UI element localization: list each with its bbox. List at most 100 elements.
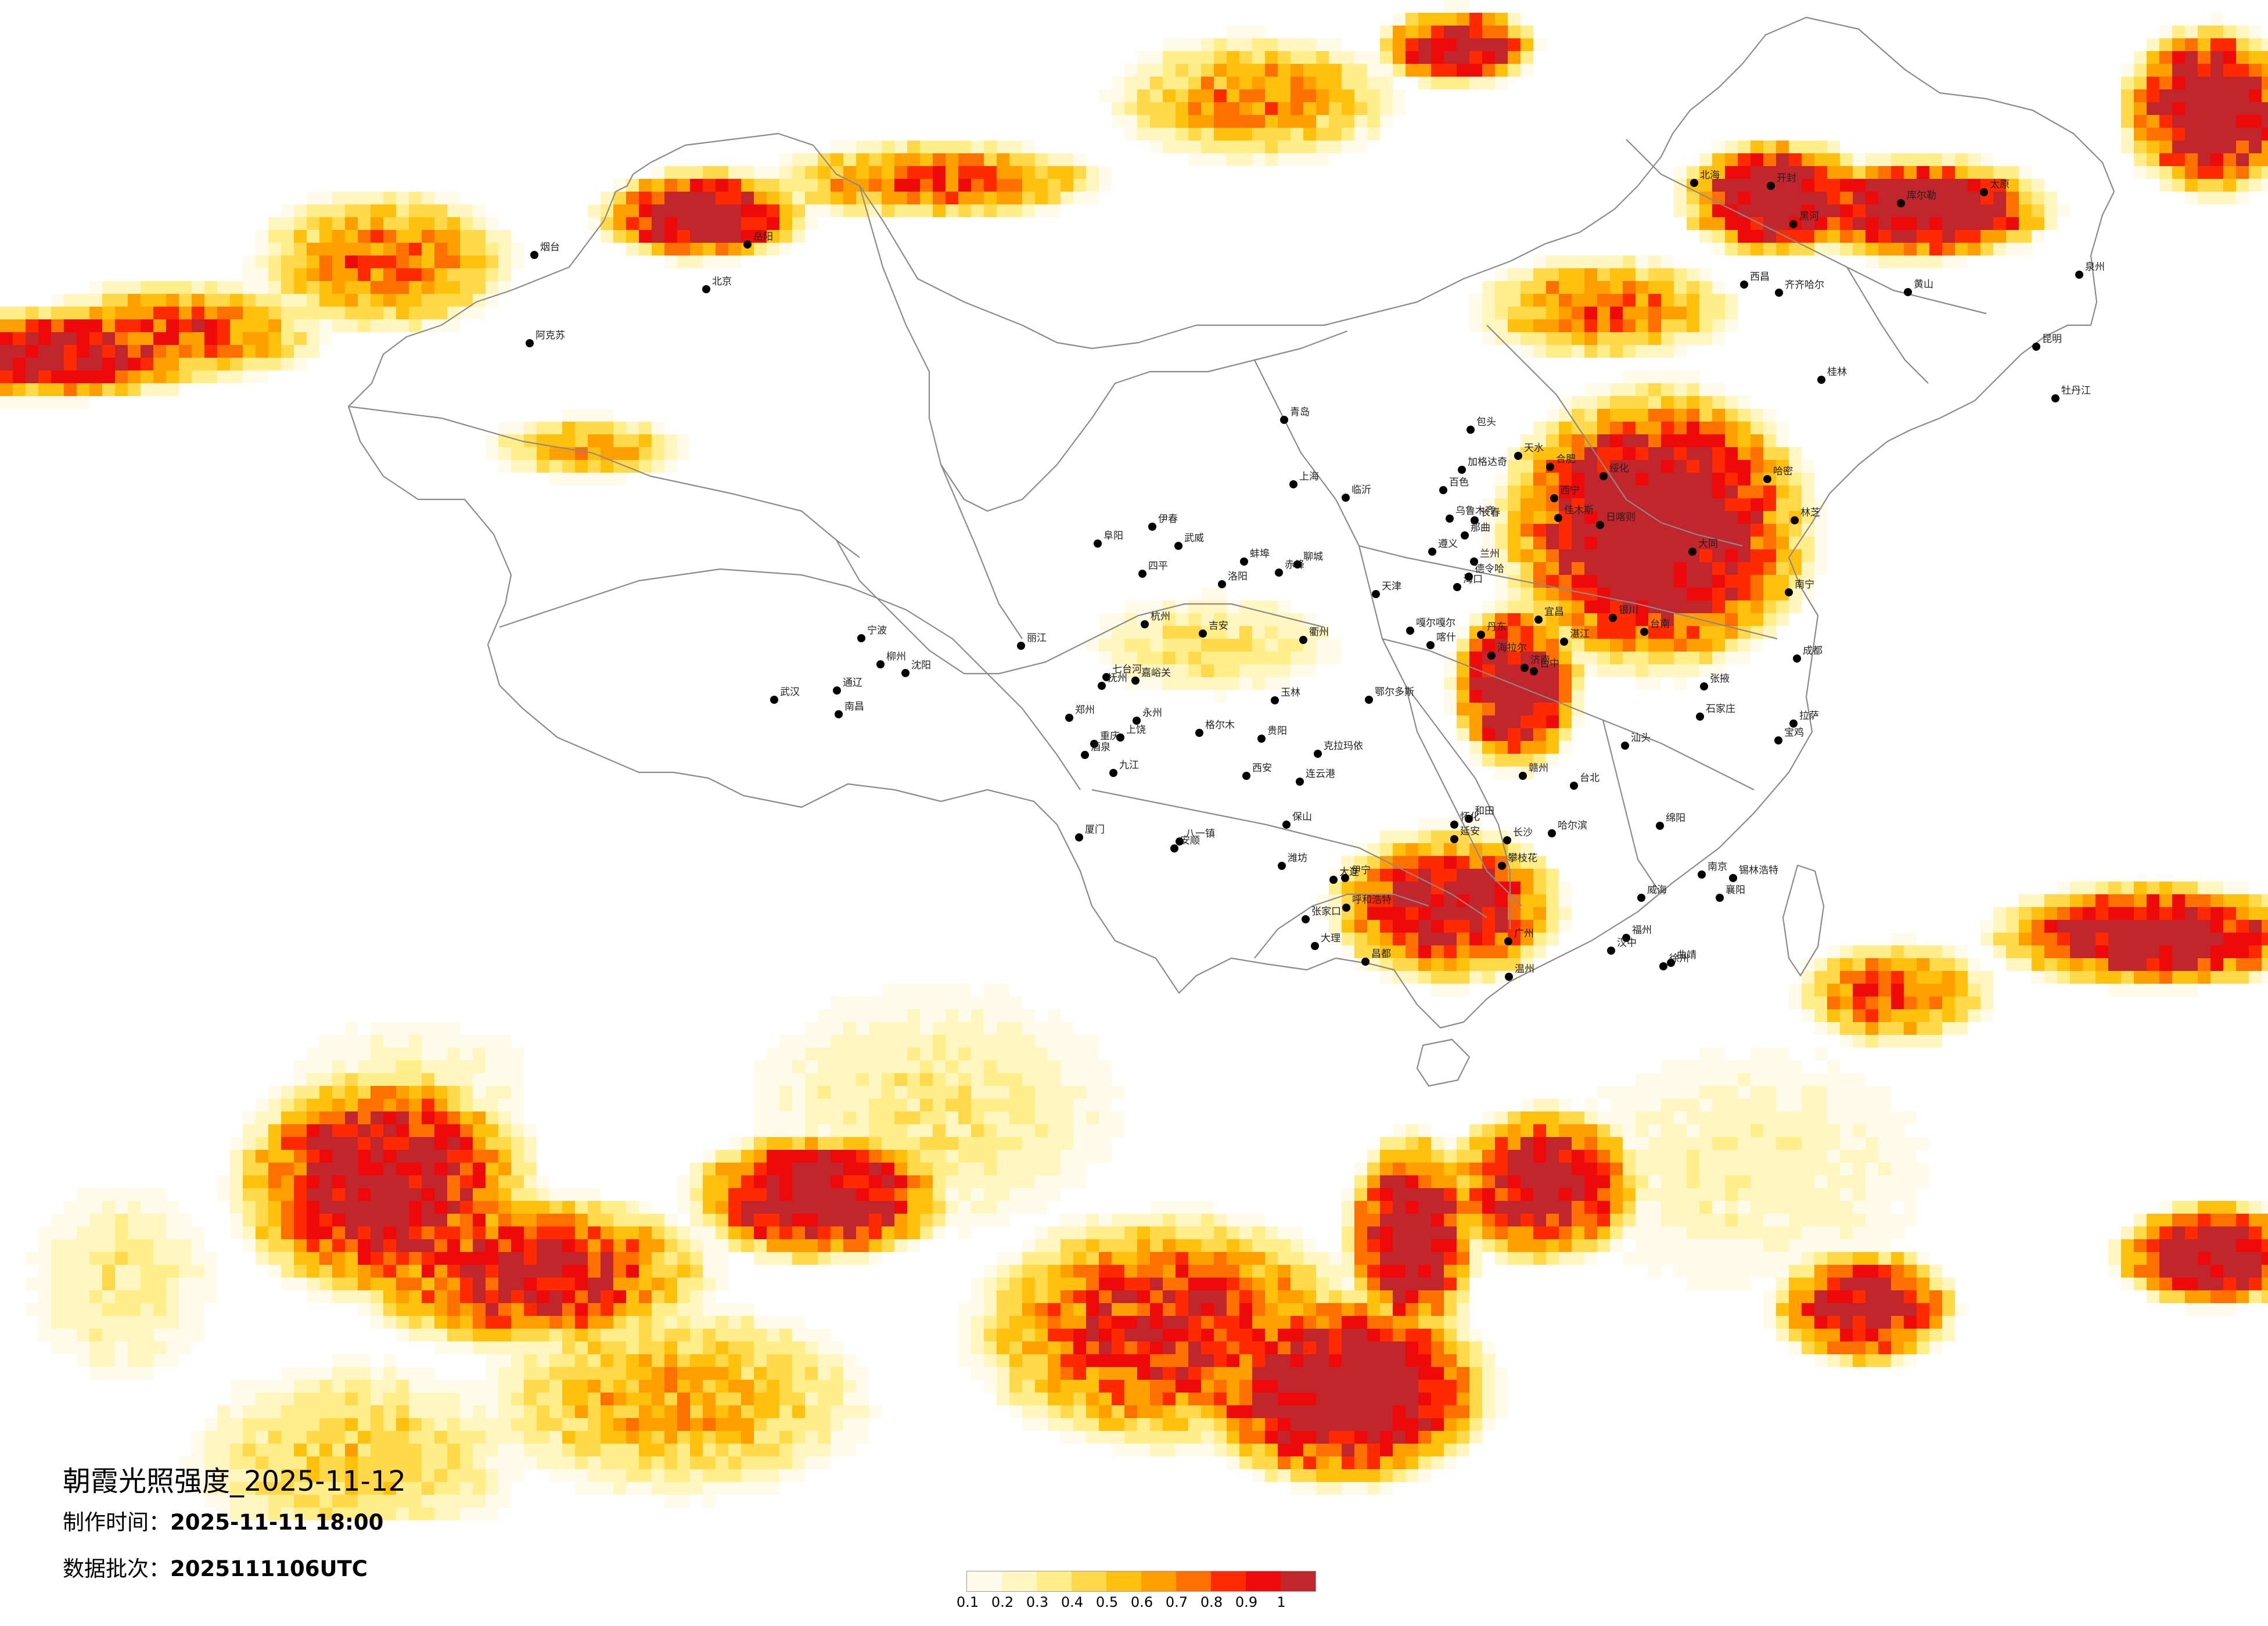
intensity-cell: [1188, 64, 1201, 77]
intensity-cell: [894, 1163, 907, 1175]
intensity-cell: [2121, 89, 2134, 102]
intensity-cell: [128, 307, 141, 319]
intensity-cell: [1725, 498, 1738, 511]
intensity-cell: [294, 1226, 307, 1239]
intensity-cell: [1878, 1035, 1891, 1048]
intensity-cell: [1904, 1278, 1917, 1290]
intensity-cell: [498, 1124, 511, 1137]
intensity-cell: [1303, 1303, 1316, 1316]
intensity-cell: [1316, 51, 1329, 64]
intensity-cell: [307, 1239, 319, 1252]
intensity-cell: [498, 230, 511, 243]
intensity-cell: [1482, 511, 1495, 524]
intensity-cell: [192, 370, 204, 383]
intensity-cell: [1495, 613, 1508, 626]
intensity-cell: [1942, 1009, 1955, 1022]
intensity-cell: [869, 1060, 882, 1073]
intensity-cell: [1751, 204, 1763, 217]
intensity-cell: [1866, 1214, 1878, 1226]
intensity-cell: [230, 332, 243, 345]
intensity-cell: [332, 1099, 345, 1111]
intensity-cell: [383, 1303, 396, 1316]
intensity-cell: [1891, 166, 1904, 179]
intensity-cell: [511, 1290, 524, 1303]
intensity-cell: [1725, 562, 1738, 575]
intensity-cell: [1188, 1290, 1201, 1303]
intensity-cell: [1853, 1035, 1866, 1048]
intensity-cell: [1393, 64, 1406, 77]
intensity-cell: [422, 268, 434, 281]
intensity-cell: [1112, 1239, 1124, 1252]
intensity-cell: [1942, 984, 1955, 997]
intensity-cell: [1648, 1086, 1661, 1099]
intensity-cell: [243, 332, 256, 345]
intensity-cell: [1776, 1201, 1789, 1214]
intensity-cell: [2223, 1265, 2236, 1278]
intensity-cell: [2070, 945, 2083, 958]
intensity-cell: [1239, 1303, 1252, 1316]
intensity-cell: [1406, 843, 1418, 856]
intensity-cell: [1227, 1226, 1239, 1239]
intensity-cell: [1533, 281, 1546, 294]
intensity-cell: [1265, 613, 1278, 626]
intensity-cell: [345, 243, 358, 256]
intensity-cell: [473, 1201, 486, 1214]
intensity-cell: [1163, 664, 1176, 677]
intensity-cell: [2147, 971, 2159, 984]
intensity-cell: [217, 281, 230, 294]
intensity-cell: [179, 1252, 192, 1265]
intensity-cell: [1546, 1111, 1559, 1124]
intensity-cell: [1636, 1252, 1648, 1265]
intensity-cell: [537, 1214, 549, 1226]
intensity-cell: [1546, 562, 1559, 575]
intensity-cell: [920, 1035, 933, 1048]
intensity-cell: [1738, 1226, 1751, 1239]
intensity-cell: [1521, 843, 1533, 856]
intensity-cell: [1508, 1201, 1521, 1214]
intensity-cell: [1674, 549, 1687, 562]
intensity-cell: [1929, 1303, 1942, 1316]
intensity-cell: [613, 422, 626, 434]
intensity-cell: [1278, 652, 1291, 664]
intensity-cell: [1265, 1252, 1278, 1265]
intensity-cell: [1712, 664, 1725, 677]
intensity-cell: [1469, 958, 1482, 971]
intensity-cell: [1917, 1035, 1929, 1048]
intensity-cell: [128, 383, 141, 396]
intensity-cell: [319, 1226, 332, 1239]
intensity-cell: [307, 1163, 319, 1175]
intensity-cell: [473, 1086, 486, 1099]
intensity-cell: [639, 1201, 652, 1214]
intensity-cell: [1495, 958, 1508, 971]
intensity-cell: [1099, 1073, 1112, 1086]
intensity-cell: [371, 1124, 383, 1137]
intensity-cell: [1457, 856, 1469, 869]
intensity-cell: [1418, 1252, 1431, 1265]
intensity-cell: [1955, 204, 1968, 217]
intensity-cell: [1840, 1124, 1853, 1137]
intensity-cell: [971, 1022, 984, 1035]
intensity-cell: [1866, 1303, 1878, 1316]
intensity-cell: [2198, 907, 2211, 920]
intensity-cell: [294, 243, 307, 256]
intensity-cell: [1584, 613, 1597, 626]
intensity-cell: [946, 1086, 958, 1099]
intensity-cell: [1495, 588, 1508, 600]
intensity-cell: [1572, 434, 1584, 447]
intensity-cell: [1201, 664, 1214, 677]
intensity-cell: [1789, 1226, 1802, 1239]
intensity-cell: [434, 1278, 447, 1290]
intensity-cell: [1827, 166, 1840, 179]
intensity-cell: [2147, 882, 2159, 894]
intensity-cell: [2236, 64, 2249, 77]
intensity-cell: [1699, 1188, 1712, 1201]
intensity-cell: [907, 984, 920, 997]
intensity-cell: [920, 997, 933, 1009]
intensity-cell: [409, 268, 422, 281]
intensity-cell: [409, 1163, 422, 1175]
intensity-cell: [1661, 396, 1674, 409]
intensity-cell: [946, 1035, 958, 1048]
intensity-cell: [1469, 907, 1482, 920]
intensity-cell: [792, 1150, 805, 1163]
intensity-cell: [1610, 332, 1623, 345]
